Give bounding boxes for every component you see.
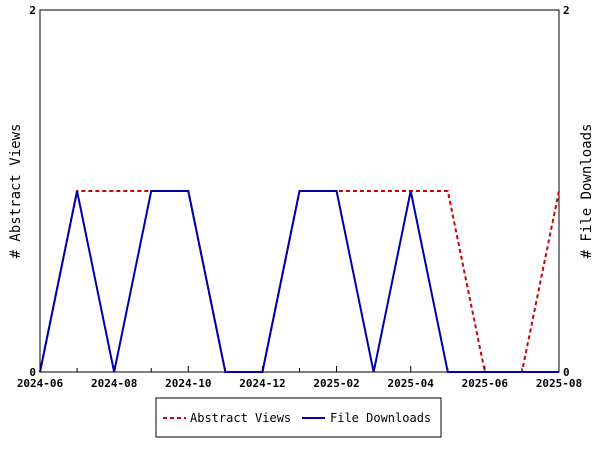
x-tick-label-2025-08: 2025-08 (536, 377, 582, 390)
series-line-file-downloads (39, 190, 559, 373)
y-tick-label-left-0: 0 (29, 366, 36, 379)
x-tick-label-2025-02: 2025-02 (313, 377, 359, 390)
y-tick-label-right-0: 0 (563, 366, 570, 379)
x-tick-label-2024-10: 2024-10 (165, 377, 211, 390)
y-tick-label-left-2: 2 (29, 4, 36, 17)
legend-label-file-downloads: File Downloads (330, 411, 431, 425)
x-tick-label-2025-06: 2025-06 (462, 377, 509, 390)
legend-box (155, 397, 442, 438)
series-layer (39, 190, 560, 373)
x-tick-label-2024-12: 2024-12 (239, 377, 285, 390)
series-line-abstract-views (39, 190, 560, 373)
x-tick-label-2025-04: 2025-04 (388, 377, 435, 390)
y-axis-title-right: # File Downloads (579, 124, 595, 259)
x-tick-label-2024-08: 2024-08 (91, 377, 137, 390)
y-tick-label-right-2: 2 (563, 4, 570, 17)
x-tick-label-2024-06: 2024-06 (17, 377, 64, 390)
legend: Abstract Views File Downloads (155, 397, 442, 438)
legend-label-abstract-views: Abstract Views (190, 411, 291, 425)
x-axis-ticks: 2024-06 2024-08 2024-10 2024-12 2025-02 2025-… (17, 366, 582, 390)
y-axis-title-left: # Abstract Views (8, 124, 24, 259)
